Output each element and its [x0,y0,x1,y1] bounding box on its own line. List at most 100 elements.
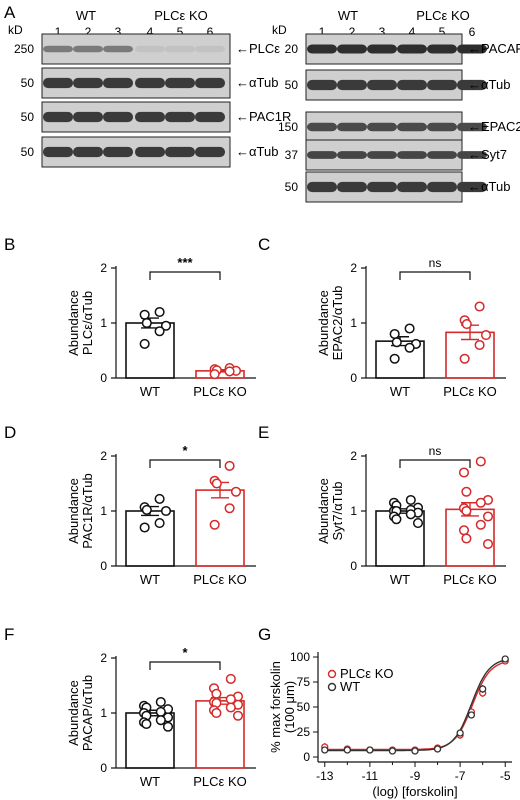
right-blot-band [457,181,487,193]
x-tick-label: WT [140,572,160,587]
data-point [391,337,402,348]
data-point [475,519,486,530]
left-blot-marker: 50 [21,76,35,90]
right-blot-group-label: WT [338,8,358,23]
data-point [479,685,487,693]
right-blot-band [307,122,337,132]
x-tick-label: WT [140,384,160,399]
data-point [160,320,172,331]
data-point [474,339,485,351]
right-blot-protein-label: ←EPAC2 [468,119,520,134]
x-tick-label: -7 [455,769,466,783]
right-blot-protein-label: ←PACAP [468,41,520,56]
left-blot-kd-label: kD [8,23,23,37]
data-point [224,460,235,471]
data-point [404,323,415,334]
y-tick-label: 0 [350,371,357,385]
data-point [211,478,222,489]
right-blot-lane-number: 3 [379,25,386,39]
right-blot-lane-number: 2 [349,25,356,39]
bar-chart-D: 0 1 2 Abundance PAC1R/αTub WT PLCε KO * [66,443,256,587]
right-blot-band [307,79,337,91]
left-blot-protein-label: ←PLCε [236,41,280,56]
right-blot-marker: 37 [285,148,299,162]
right-blot-strip: 150 ←EPAC2 [278,111,520,143]
right-blot-protein-label: ←αTub [468,179,510,194]
y-tick-label: 2 [350,449,357,463]
left-blot-marker: 250 [14,42,34,56]
data-point [461,533,472,544]
left-blot-band [195,146,225,158]
significance-label: * [182,443,188,458]
right-blot-band [337,151,367,159]
left-blot-band [43,146,73,158]
right-blot-band [397,122,427,132]
y-tick-label: 1 [100,706,107,720]
right-blot-marker: 20 [285,42,299,56]
bar-chart-E: 0 1 2 Abundance Syt7/αTub WT PLCε KO ns [316,444,506,587]
left-blot-band [165,45,195,53]
data-point [391,514,402,525]
significance-bracket [149,661,221,670]
data-point [461,486,472,497]
right-blot-band [367,79,397,91]
data-point [139,309,150,320]
x-tick-label: PLCε KO [443,572,496,587]
data-point [456,729,464,737]
left-blot-band [165,146,195,158]
left-blot-band [43,77,73,89]
y-tick-label: 0 [100,559,107,573]
data-point [225,702,236,713]
right-blot-lane-number: 5 [439,25,446,39]
significance-bracket [149,459,221,468]
y-tick-label: 0 [350,559,357,573]
right-blot-lane-number: 1 [319,25,326,39]
bar [195,489,245,567]
data-point [405,494,416,506]
right-blot-band [367,151,397,159]
legend-marker [327,682,337,692]
left-blot-band [73,146,103,158]
right-blot-band [397,44,427,54]
data-point [321,746,329,754]
right-blot-strip: 50 ←αTub [285,171,510,203]
data-point [475,456,486,467]
left-blot-band [135,146,165,158]
left-blot-band [165,77,195,89]
left-blot-protein-label: ←αTub [236,75,278,90]
right-blot-marker: 50 [285,180,299,194]
data-point [155,715,166,726]
x-tick-label: -11 [362,769,379,783]
left-blot-lane-number: 4 [147,25,154,39]
left-blot-band [195,111,225,123]
panel-letter-C: C [258,235,270,254]
data-point [141,317,152,329]
significance-label: ns [429,256,442,270]
data-point [224,366,235,377]
data-point [139,338,150,349]
left-blot-band [195,77,225,89]
y-tick-label: 1 [350,504,357,518]
x-tick-label: -13 [316,769,334,783]
right-blot-band [457,151,487,159]
legend-label: PLCε KO [340,666,393,681]
right-blot-band [367,44,397,54]
left-blot-band [73,77,103,89]
left-blot-lane-number: 2 [85,25,92,39]
right-blot-band [427,151,457,159]
left-blot-band [73,111,103,123]
y-tick-label: 0 [100,761,107,775]
panel-letter-A: A [4,3,16,22]
y-tick-label: 100 [290,650,310,664]
data-point [209,369,220,380]
right-blot-group-label: PLCε KO [416,8,469,23]
right-blot-protein-label: ←αTub [468,77,510,92]
panel-letter-B: B [4,235,15,254]
significance-label: ns [429,444,442,458]
left-blot-strip: 250 ←PLCε [14,33,280,65]
y-tick-label: 0 [100,371,107,385]
left-blot-band [43,111,73,123]
data-point [141,718,152,730]
